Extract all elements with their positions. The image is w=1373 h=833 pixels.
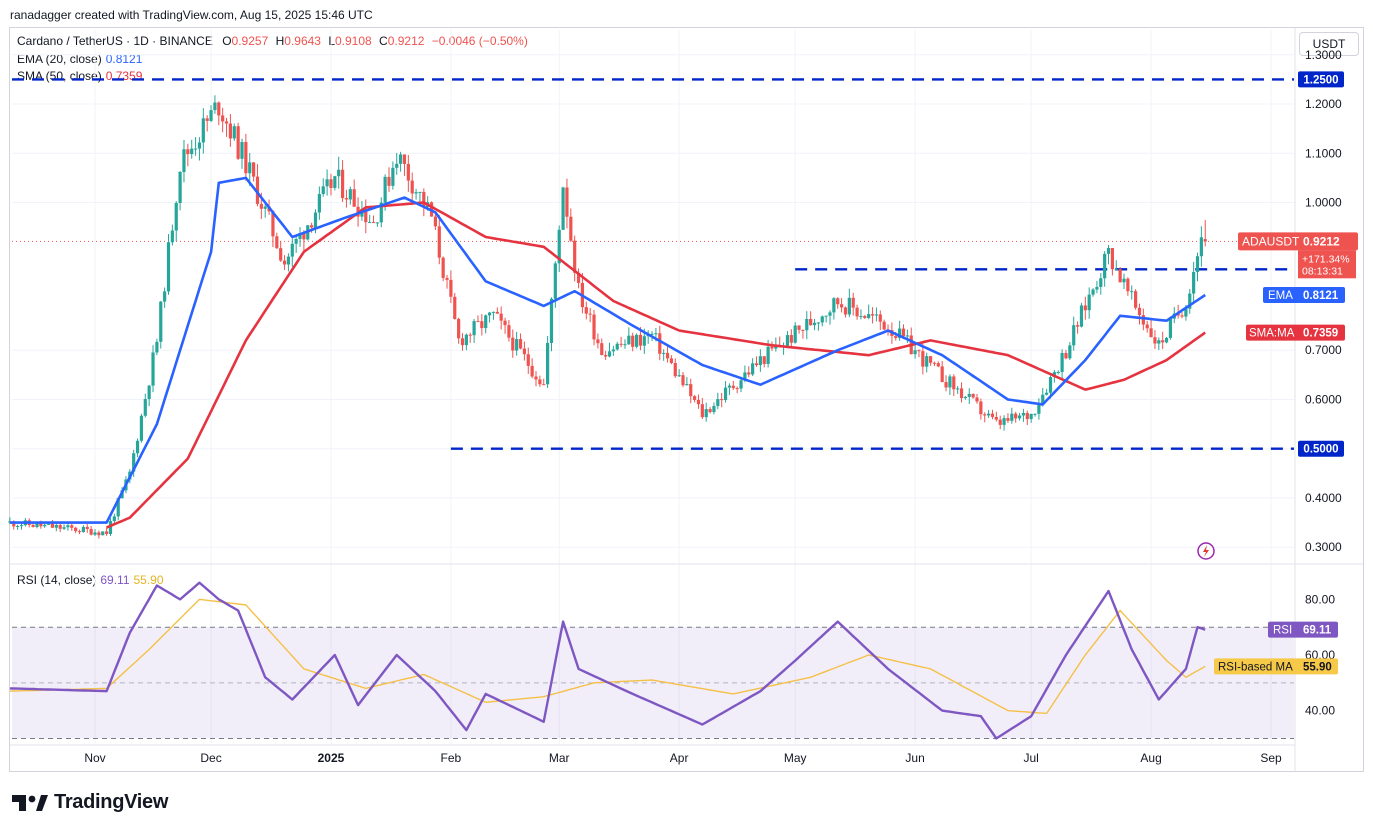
- sma-legend-value: 0.7359: [105, 69, 143, 83]
- tradingview-logo-text: TradingView: [54, 791, 169, 813]
- ema-legend[interactable]: EMA (20, close) 0.8121: [17, 52, 142, 66]
- ohlc-open-label: O: [222, 34, 232, 48]
- chart-frame: [9, 27, 1364, 772]
- rsi-legend[interactable]: RSI (14, close) 69.11 55.90: [17, 573, 164, 587]
- sma-legend-label: SMA (50, close): [17, 69, 102, 83]
- ema-legend-value: 0.8121: [105, 52, 143, 66]
- ohlc-open: 0.9257: [231, 34, 269, 48]
- symbol-title: Cardano / TetherUS · 1D · BINANCE: [17, 34, 213, 48]
- ohlc-close: 0.9212: [387, 34, 425, 48]
- sma-legend[interactable]: SMA (50, close) 0.7359: [17, 69, 142, 83]
- rsi-legend-label: RSI (14, close): [17, 573, 97, 587]
- ema-legend-label: EMA (20, close): [17, 52, 102, 66]
- ohlc-change: −0.0046 (−0.50%): [431, 34, 528, 48]
- symbol-legend[interactable]: Cardano / TetherUS · 1D · BINANCE O0.925…: [17, 34, 528, 48]
- ohlc-low: 0.9108: [335, 34, 372, 48]
- ohlc-high-label: H: [275, 34, 285, 48]
- ohlc-low-label: L: [328, 34, 335, 48]
- tradingview-logo-icon: [12, 794, 48, 811]
- ohlc-close-label: C: [379, 34, 388, 48]
- tradingview-logo[interactable]: TradingView: [12, 791, 168, 814]
- ohlc-high: 0.9643: [284, 34, 321, 48]
- rsi-ma-legend-value: 55.90: [133, 573, 164, 587]
- currency-selector[interactable]: USDT: [1299, 32, 1359, 56]
- rsi-legend-value: 69.11: [100, 573, 130, 587]
- chart-caption: ranadagger created with TradingView.com,…: [10, 8, 373, 22]
